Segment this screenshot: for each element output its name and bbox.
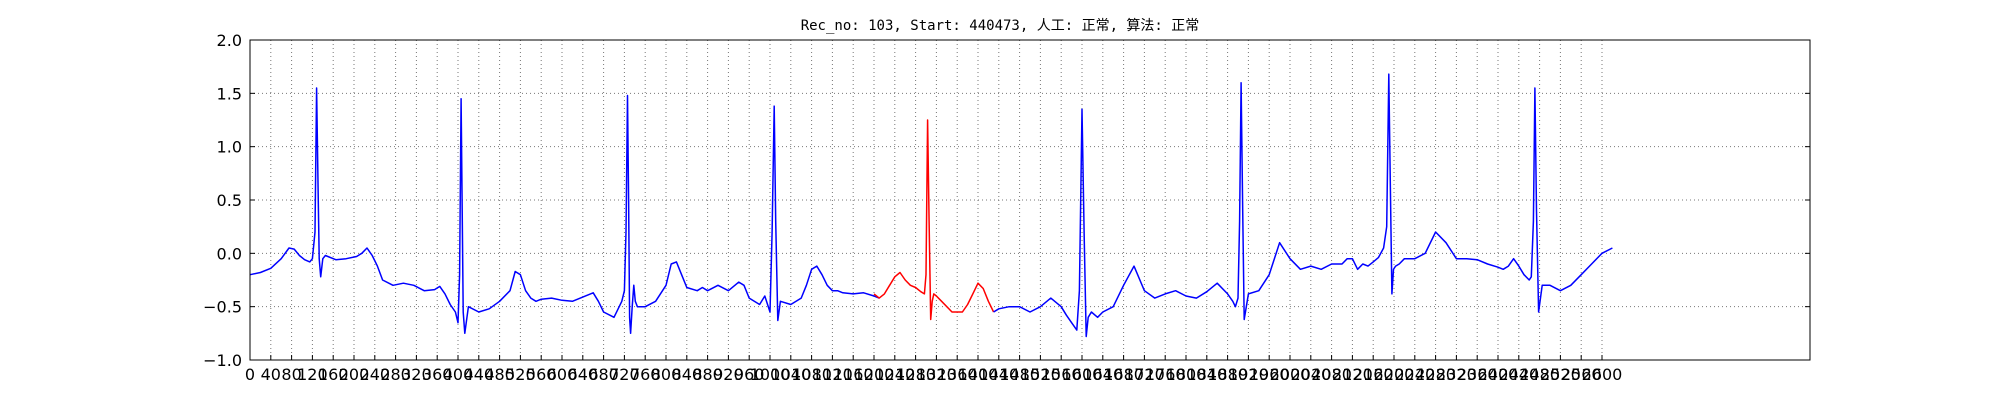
x-tick-label: 560: [526, 365, 557, 384]
y-tick-label: 1.0: [217, 138, 242, 157]
x-tick-label: 1880: [1207, 365, 1248, 384]
x-tick-label: 2360: [1457, 365, 1498, 384]
x-tick-label: 2520: [1540, 365, 1581, 384]
y-tick-label: 2.0: [217, 31, 242, 50]
y-tick-label: 0.5: [217, 191, 242, 210]
x-tick-label: 1040: [770, 365, 811, 384]
x-tick-label: 1120: [812, 365, 853, 384]
x-tick-label: 1240: [874, 365, 915, 384]
x-tick-label: 1680: [1103, 365, 1144, 384]
x-tick-label: 680: [588, 365, 619, 384]
ecg-traces: [249, 73, 1613, 338]
x-tick-label: 640: [568, 365, 599, 384]
x-tick-label: 2560: [1561, 365, 1602, 384]
x-tick-label: 2200: [1374, 365, 1415, 384]
x-tick-label: 1520: [1020, 365, 1061, 384]
x-tick-label: 1160: [833, 365, 874, 384]
x-tick-label: 720: [609, 365, 640, 384]
x-tick-label: 120: [297, 365, 328, 384]
x-tick-label: 2040: [1290, 365, 1331, 384]
series-line-1: [249, 87, 880, 335]
x-tick-label: 1480: [999, 365, 1040, 384]
x-tick-label: 1440: [978, 365, 1019, 384]
x-tick-label: 2320: [1436, 365, 1477, 384]
x-tick-label: 2480: [1519, 365, 1560, 384]
x-tick-label: 1400: [958, 365, 999, 384]
x-tick-label: 1280: [895, 365, 936, 384]
x-tick-label: 40: [261, 365, 281, 384]
x-tick-label: 2600: [1582, 365, 1623, 384]
x-tick-label: 2160: [1353, 365, 1394, 384]
x-tick-label: 160: [318, 365, 349, 384]
x-tick-label: 1640: [1082, 365, 1123, 384]
x-tick-label: 1360: [937, 365, 978, 384]
x-axis: 0 40 8012016020024028032036040044048052056…: [245, 355, 1622, 384]
x-tick-label: 1840: [1186, 365, 1227, 384]
x-tick-label: 360: [422, 365, 453, 384]
x-tick-label: 1560: [1041, 365, 1082, 384]
x-tick-label: 1320: [916, 365, 957, 384]
chart-title: Rec_no: 103, Start: 440473, 人工: 正常, 算法: …: [801, 18, 1200, 34]
y-tick-label: −0.5: [203, 298, 242, 317]
x-tick-label: 1720: [1124, 365, 1165, 384]
x-tick-label: 400: [443, 365, 474, 384]
y-tick-label: −1.0: [203, 351, 242, 370]
x-tick-label: 480: [484, 365, 515, 384]
x-tick-label: 600: [547, 365, 578, 384]
x-tick-label: 1000: [750, 365, 791, 384]
x-tick-label: 520: [505, 365, 536, 384]
x-tick-label: 280: [380, 365, 411, 384]
x-tick-label: 1600: [1062, 365, 1103, 384]
series-line-3: [993, 73, 1613, 338]
x-tick-label: 840: [672, 365, 703, 384]
x-tick-label: 1960: [1249, 365, 1290, 384]
x-tick-label: 1080: [791, 365, 832, 384]
x-tick-label: 1800: [1166, 365, 1207, 384]
x-tick-label: 240: [360, 365, 391, 384]
x-tick-label: 2120: [1332, 365, 1373, 384]
x-tick-label: 1920: [1228, 365, 1269, 384]
x-tick-label: 2280: [1415, 365, 1456, 384]
x-tick-label: 800: [651, 365, 682, 384]
x-tick-label: 880: [692, 365, 723, 384]
x-tick-label: 920: [713, 365, 744, 384]
y-tick-label: 1.5: [217, 84, 242, 103]
x-tick-label: 2080: [1311, 365, 1352, 384]
x-tick-label: 0: [245, 365, 255, 384]
series-line-2: [873, 119, 995, 321]
y-axis: −1.0 −0.5 0.0 0.5 1.0 1.5 2.0: [203, 31, 1810, 370]
x-tick-label: 320: [401, 365, 432, 384]
x-tick-label: 2440: [1498, 365, 1539, 384]
y-tick-label: 0.0: [217, 244, 242, 263]
x-tick-label: 440: [464, 365, 495, 384]
x-tick-label: 1200: [854, 365, 895, 384]
x-tick-label: 1760: [1145, 365, 1186, 384]
x-tick-label: 960: [734, 365, 765, 384]
x-tick-label: 2000: [1270, 365, 1311, 384]
x-tick-label: 200: [339, 365, 370, 384]
x-tick-label: 2400: [1478, 365, 1519, 384]
x-tick-label: 80: [281, 365, 301, 384]
x-tick-label: 760: [630, 365, 661, 384]
x-tick-label: 2240: [1394, 365, 1435, 384]
